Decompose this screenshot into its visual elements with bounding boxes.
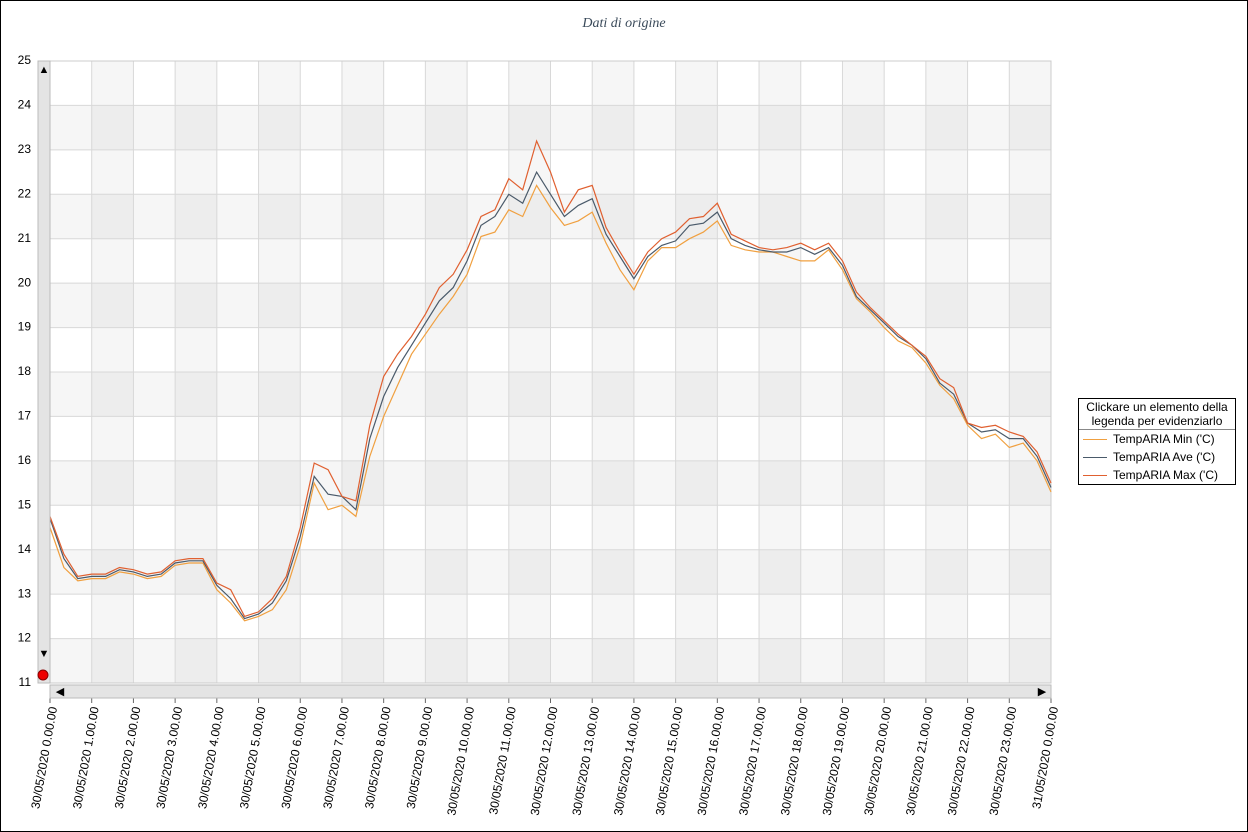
y-tick-label: 23 <box>18 142 32 156</box>
series-line <box>49 170 1052 620</box>
y-tick-label: 17 <box>18 409 32 423</box>
y-tick-label: 21 <box>18 231 32 245</box>
x-tick-label: 30/05/2020 7.00.00 <box>320 705 352 810</box>
x-tick-label: 31/05/2020 0.00.00 <box>1029 705 1061 810</box>
x-tick-label: 30/05/2020 6.00.00 <box>279 705 311 810</box>
legend-swatch <box>1083 456 1107 458</box>
indicator <box>37 669 49 681</box>
y-tick-label: 25 <box>18 53 32 67</box>
y-tick-label: 12 <box>18 631 32 645</box>
y-tick-label: 24 <box>18 98 32 112</box>
x-tick-label: 30/05/2020 2.00.00 <box>112 705 144 810</box>
legend-title: Clickare un elemento della legenda per e… <box>1079 399 1235 430</box>
legend: Clickare un elemento della legenda per e… <box>1078 398 1236 485</box>
legend-label: TempARIA Max ('C) <box>1113 468 1218 482</box>
y-tick-label: 22 <box>18 186 32 200</box>
x-tick-label: 30/05/2020 8.00.00 <box>362 705 394 810</box>
y-tick-label: 15 <box>18 497 32 511</box>
series-line <box>49 139 1052 618</box>
series-lines <box>49 139 1052 622</box>
scroll-up[interactable]: ▲ <box>39 64 50 76</box>
x-tick-label: 30/05/2020 1.00.00 <box>70 705 102 810</box>
legend-item[interactable]: TempARIA Min ('C) <box>1079 430 1235 448</box>
legend-item[interactable]: TempARIA Max ('C) <box>1079 466 1235 484</box>
x-tick-label: 30/05/2020 12.00.00 <box>528 705 561 816</box>
legend-label: TempARIA Min ('C) <box>1113 432 1215 446</box>
x-tick-label: 30/05/2020 11.00.00 <box>486 705 519 815</box>
v-scrollbar[interactable] <box>37 60 51 684</box>
series-line <box>49 184 1052 622</box>
x-tick-label: 30/05/2020 21.00.00 <box>903 705 936 816</box>
x-tick-label: 30/05/2020 16.00.00 <box>695 705 728 816</box>
legend-label: TempARIA Ave ('C) <box>1113 450 1216 464</box>
x-tick-label: 30/05/2020 5.00.00 <box>237 705 269 810</box>
scroll-down[interactable]: ▼ <box>39 648 50 660</box>
chart-title: Dati di origine <box>581 16 665 31</box>
y-tick-label: 16 <box>18 453 32 467</box>
scroll-left[interactable]: ◀ <box>56 686 65 698</box>
y-tick-label: 20 <box>18 275 32 289</box>
scroll-right[interactable]: ▶ <box>1038 686 1047 698</box>
x-tick-label: 30/05/2020 19.00.00 <box>820 705 853 816</box>
x-tick-label: 30/05/2020 20.00.00 <box>861 705 894 816</box>
x-tick-label: 30/05/2020 10.00.00 <box>444 705 477 816</box>
x-tick-label: 30/05/2020 3.00.00 <box>153 705 185 810</box>
x-tick-label: 30/05/2020 4.00.00 <box>195 705 227 810</box>
x-tick-label: 30/05/2020 23.00.00 <box>986 705 1019 816</box>
legend-swatch <box>1083 474 1107 476</box>
h-scrollbar[interactable] <box>49 684 1052 699</box>
legend-item[interactable]: TempARIA Ave ('C) <box>1079 448 1235 466</box>
y-tick-label: 13 <box>18 586 32 600</box>
x-tick-label: 30/05/2020 9.00.00 <box>404 705 436 810</box>
y-tick-label: 14 <box>18 542 32 556</box>
y-tick-label: 18 <box>18 364 32 378</box>
x-tick-label: 30/05/2020 13.00.00 <box>569 705 602 816</box>
x-tick-label: 30/05/2020 22.00.00 <box>945 705 978 816</box>
x-tick-label: 30/05/2020 18.00.00 <box>778 705 811 816</box>
y-tick-label: 11 <box>19 675 32 689</box>
x-tick-label: 30/05/2020 15.00.00 <box>653 705 686 816</box>
x-tick-label: 30/05/2020 17.00.00 <box>736 705 769 816</box>
y-tick-label: 19 <box>18 320 32 334</box>
x-tick-label: 30/05/2020 0.00.00 <box>28 705 60 810</box>
legend-swatch <box>1083 438 1107 440</box>
x-tick-label: 30/05/2020 14.00.00 <box>611 705 644 816</box>
